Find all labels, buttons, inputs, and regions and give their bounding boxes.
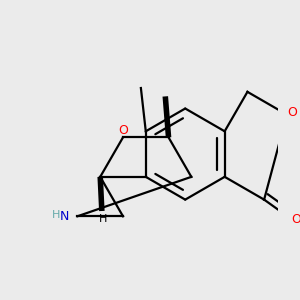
Text: O: O [287, 106, 297, 119]
Text: H: H [99, 214, 108, 224]
Text: H: H [52, 210, 61, 220]
Text: O: O [292, 213, 300, 226]
Text: N: N [60, 210, 69, 223]
Text: O: O [118, 124, 128, 137]
